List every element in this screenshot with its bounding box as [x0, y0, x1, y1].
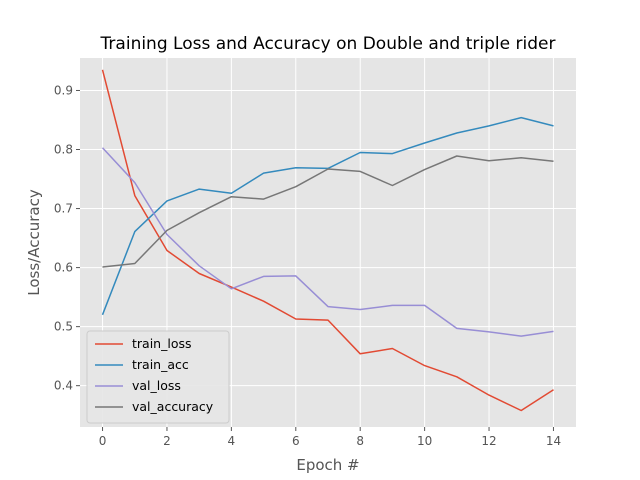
x-tick-label: 0 — [99, 434, 107, 448]
x-tick-label: 12 — [481, 434, 496, 448]
x-tick-label: 4 — [228, 434, 236, 448]
legend-label-train-loss: train_loss — [132, 336, 192, 351]
x-tick-label: 14 — [546, 434, 561, 448]
series-line-val-accuracy — [102, 155, 554, 268]
y-tick-label: 0.9 — [54, 83, 73, 97]
legend-label-val-loss: val_loss — [132, 378, 181, 393]
series-lines — [101, 69, 554, 412]
y-tick-label: 0.6 — [54, 261, 73, 275]
x-axis-ticks: 0 2 4 6 8 10 12 14 — [99, 427, 561, 448]
x-tick-label: 10 — [417, 434, 432, 448]
legend-label-train-acc: train_acc — [132, 357, 189, 372]
y-tick-label: 0.8 — [54, 143, 73, 157]
legend-label-val-accuracy: val_accuracy — [132, 399, 214, 414]
grid-lines — [80, 58, 576, 427]
y-tick-label: 0.4 — [54, 379, 73, 393]
legend-box — [86, 330, 230, 424]
x-tick-label: 6 — [292, 434, 300, 448]
y-axis-ticks: 0.4 0.5 0.6 0.7 0.8 0.9 — [54, 83, 80, 393]
x-tick-label: 8 — [356, 434, 364, 448]
chart-title: Training Loss and Accuracy on Double and… — [100, 34, 556, 54]
legend: train_loss train_acc val_loss val_accuracy — [86, 330, 230, 424]
x-tick-label: 2 — [163, 434, 171, 448]
x-axis-label: Epoch # — [296, 456, 359, 474]
y-tick-label: 0.7 — [54, 202, 73, 216]
y-tick-label: 0.5 — [54, 320, 73, 334]
series-line-train-loss — [101, 69, 554, 412]
series-line-val-loss — [101, 147, 554, 337]
y-axis-label: Loss/Accuracy — [25, 189, 43, 296]
